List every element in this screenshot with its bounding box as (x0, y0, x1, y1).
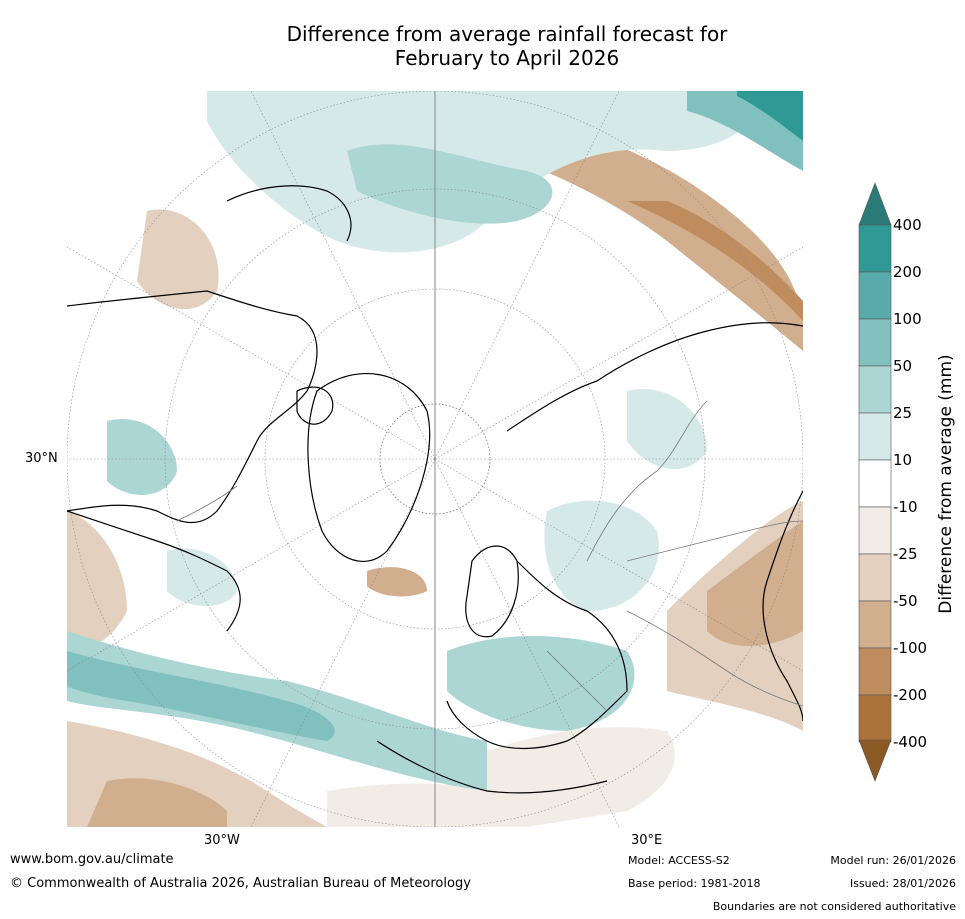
footer-copyright: © Commonwealth of Australia 2026, Austra… (10, 876, 471, 891)
wet-anomaly-regions (67, 91, 803, 791)
wet-region-siberia (627, 389, 707, 470)
meridian-120w (67, 246, 436, 460)
colorbar-tick-label: -50 (893, 592, 918, 610)
colorbar-tick-label: 100 (893, 310, 922, 328)
colorbar-bins (858, 224, 892, 743)
pole-circle (379, 403, 491, 515)
colorbar-tick-label: 25 (893, 404, 913, 422)
longitude-label-30w: 30°W (204, 833, 240, 848)
colorbar-tick-label: 200 (893, 263, 922, 281)
coast-east-asia (762, 490, 803, 722)
coast-greenland (307, 372, 431, 562)
colorbar-tick-label: -400 (893, 733, 928, 751)
coast-north-america (67, 290, 318, 524)
coast-scandinavia (465, 545, 519, 638)
colorbar-bin (858, 694, 892, 743)
wet-region-north-pacific-core (347, 144, 553, 224)
coast-alaska (226, 185, 352, 242)
colorbar-tick-label: -10 (893, 498, 918, 516)
wet-region-northeast-corner-core (737, 91, 803, 141)
colorbar-bin (858, 459, 892, 508)
dry-region-west (67, 511, 127, 647)
colorbar-tick-label: 10 (893, 451, 913, 469)
colorbar-tick-label: -200 (893, 686, 928, 704)
boundary-russia-west (586, 400, 708, 562)
footer-disclaimer: Boundaries are not considered authoritat… (712, 900, 956, 913)
footer-website[interactable]: www.bom.gov.au/climate (10, 852, 174, 867)
colorbar-bin (858, 365, 892, 414)
boundary-canada-us (176, 485, 238, 522)
colorbar-bin (858, 647, 892, 696)
colorbar-tick-label: 400 (893, 216, 922, 234)
colorbar-bin (858, 318, 892, 367)
colorbar-title: Difference from average (mm) (936, 354, 956, 614)
colorbar-bin (858, 224, 892, 273)
footer-issued: Issued: 28/01/2026 (849, 877, 956, 890)
colorbar-bin (858, 600, 892, 649)
wet-region-north-atlantic-core (67, 651, 335, 741)
latitude-label-30n: 30°N (25, 451, 58, 466)
colorbar (858, 182, 892, 782)
wet-region-central-asia (544, 500, 659, 611)
coast-north-america-east (67, 510, 241, 632)
colorbar-bin (858, 506, 892, 555)
footer-model-run: Model run: 26/01/2026 (830, 854, 956, 867)
colorbar-tick-label: -100 (893, 639, 928, 657)
colorbar-tick-label: -25 (893, 545, 918, 563)
dry-anomaly-regions (67, 107, 803, 827)
footer-base-period: Base period: 1981-2018 (628, 877, 761, 890)
coast-north-africa (376, 740, 608, 794)
longitude-label-30e: 30°E (631, 833, 663, 848)
map-title: Difference from average rainfall forecas… (0, 22, 965, 70)
country-boundaries (176, 400, 803, 712)
boundary-central-asia (626, 610, 803, 707)
dry-region-northwest (137, 209, 219, 310)
wet-region-europe (447, 636, 635, 731)
footer-model: Model: ACCESS-S2 (628, 854, 730, 867)
coast-europe (446, 560, 628, 750)
meridian-60e (434, 458, 803, 672)
coast-arctic-islands (296, 386, 334, 425)
boundary-europe-east (546, 650, 608, 712)
boundary-russia-south (626, 520, 803, 562)
colorbar-bin (858, 412, 892, 461)
title-line-2: February to April 2026 (394, 46, 620, 70)
dry-region-southwest-core (87, 778, 227, 827)
dry-region-north-africa (327, 783, 487, 827)
dry-region-greenland-coast (367, 567, 427, 597)
rainfall-anomaly-map (67, 91, 803, 827)
coast-eurasia-north (506, 322, 803, 432)
dry-region-south-asia (487, 727, 675, 827)
colorbar-tick-label: 50 (893, 357, 913, 375)
colorbar-top-arrow (858, 182, 892, 226)
title-line-1: Difference from average rainfall forecas… (286, 22, 728, 46)
wet-region-western-central (107, 419, 177, 495)
wet-region-mid-atlantic (167, 548, 237, 606)
colorbar-bin (858, 553, 892, 602)
meridian-60w (67, 458, 436, 672)
meridian-120e (434, 246, 803, 460)
dry-region-east-asia-core (707, 521, 803, 646)
colorbar-bin (858, 271, 892, 320)
colorbar-bottom-arrow (858, 739, 892, 782)
coastlines (67, 185, 803, 794)
